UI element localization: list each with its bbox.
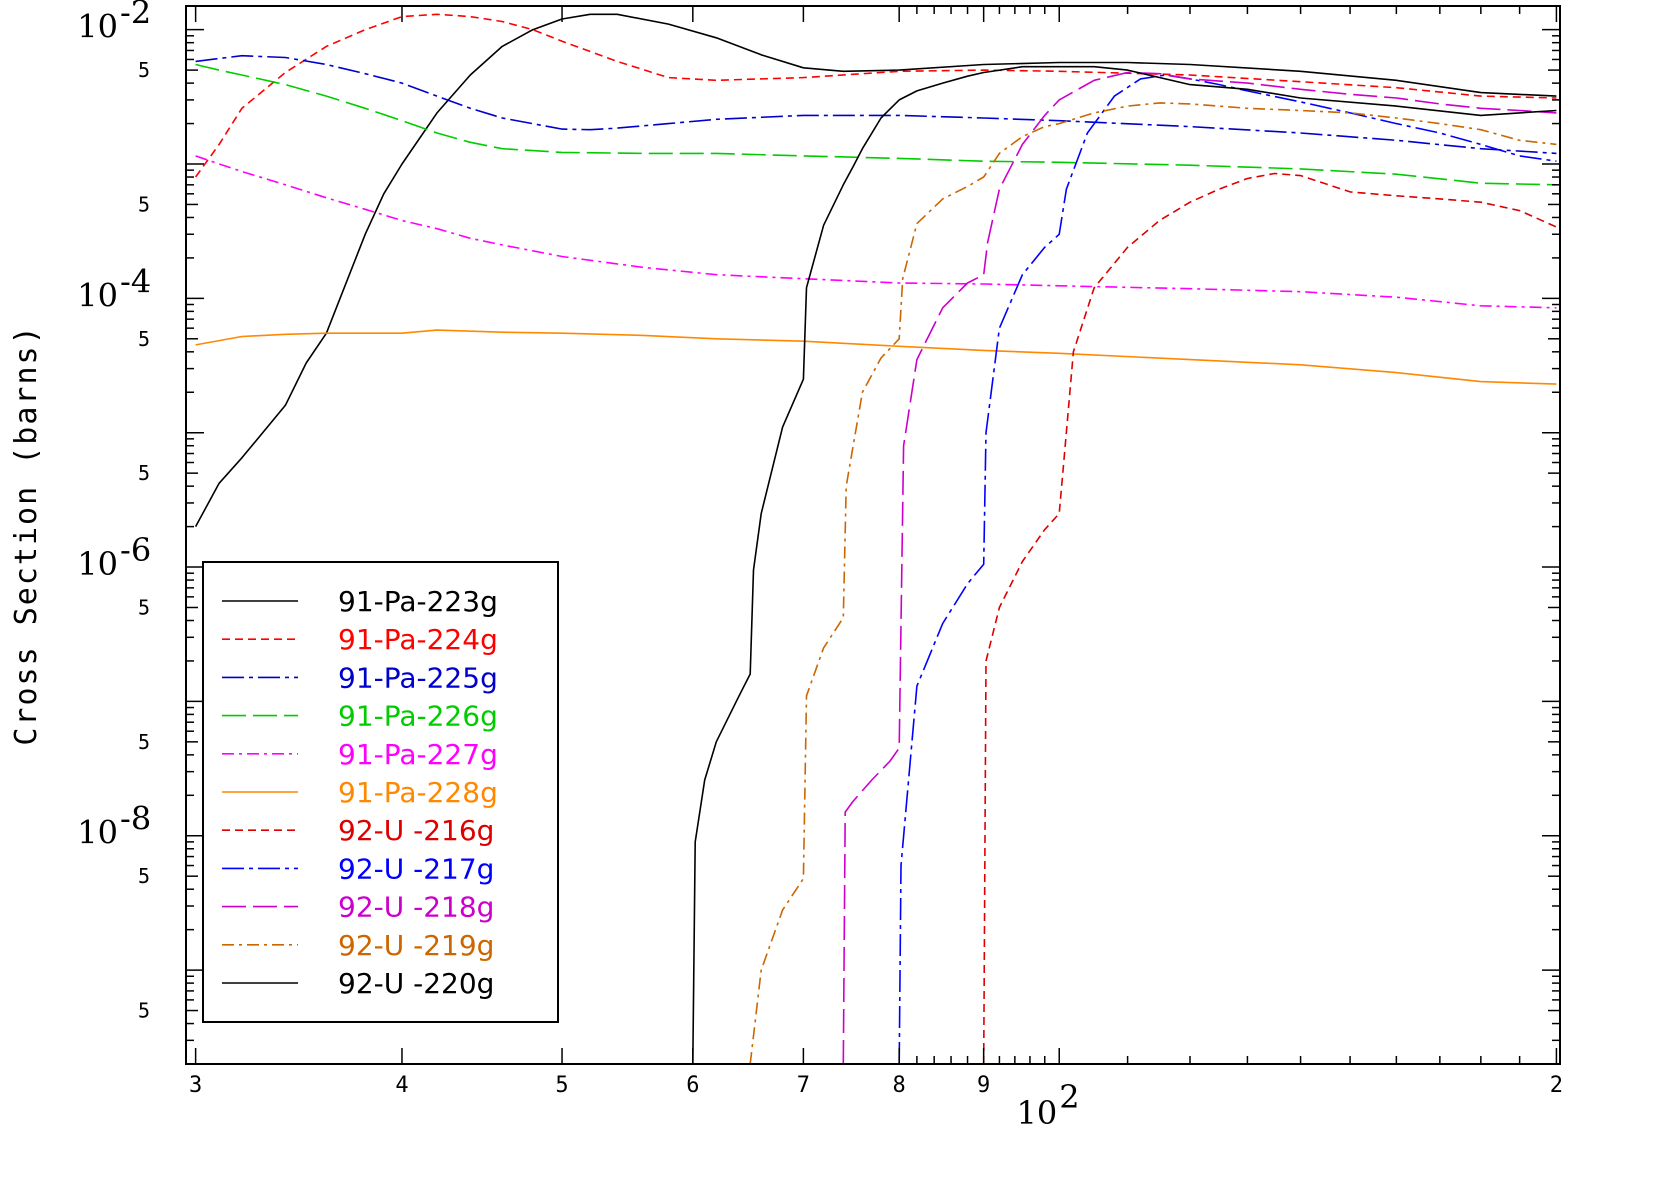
y-tick-label: 5 [138, 595, 150, 619]
x-tick-label: 2 [1550, 1073, 1563, 1098]
x-tick-label: 7 [797, 1073, 810, 1098]
series-line-10 [749, 102, 1557, 1064]
legend-label: 91-Pa-228g [338, 776, 498, 809]
x-tick-label: 4 [395, 1073, 408, 1098]
x-tick-label: 5 [555, 1073, 568, 1098]
y-axis-title: Cross Section (barns) [9, 324, 44, 745]
series-layer [194, 13, 1557, 1064]
legend-label: 92-U -216g [338, 814, 494, 847]
x-tick-label: 9 [977, 1073, 990, 1098]
x-decade-label-base: 10 [1017, 1094, 1058, 1132]
legend-label: 91-Pa-226g [338, 700, 498, 733]
y-tick-label: 5 [138, 461, 150, 485]
legend-label: 91-Pa-227g [338, 738, 498, 771]
y-decade-label-base: 10 [77, 276, 118, 314]
y-decade-label-exponent: -6 [120, 531, 151, 569]
series-line-6 [195, 329, 1557, 385]
y-decade-label-base: 10 [77, 814, 118, 852]
x-tick-label: 8 [893, 1073, 906, 1098]
series-line-3 [195, 54, 1557, 155]
legend-label: 91-Pa-225g [338, 661, 498, 694]
series-line-2 [194, 13, 1557, 178]
y-decade-label-exponent: -4 [120, 262, 151, 300]
legend-label: 91-Pa-224g [338, 623, 498, 656]
legend: 91-Pa-223g 91-Pa-224g 91-Pa-225g 91-Pa-226g… [202, 561, 559, 1023]
y-tick-label: 5 [138, 730, 150, 754]
y-decade-label-exponent: -8 [120, 800, 151, 838]
y-decade-label-base: 10 [77, 8, 118, 46]
series-line-7 [982, 172, 1557, 1064]
legend-label: 92-U -218g [338, 891, 494, 924]
series-line-11 [692, 65, 1557, 1064]
y-tick-label: 5 [138, 192, 150, 216]
legend-label: 92-U -217g [338, 852, 494, 885]
x-tick-label: 6 [686, 1073, 699, 1098]
y-tick-label: 5 [138, 327, 150, 351]
legend-label: 91-Pa-223g [338, 585, 498, 618]
y-decade-label-exponent: -2 [120, 0, 151, 32]
legend-label: 92-U -219g [338, 929, 494, 962]
y-tick-label: 5 [138, 999, 150, 1023]
legend-label: 92-U -220g [338, 967, 494, 1000]
y-tick-label: 5 [138, 864, 150, 888]
x-tick-label: 3 [189, 1073, 202, 1098]
series-line-4 [195, 63, 1557, 186]
x-decade-label-exponent: 2 [1059, 1078, 1079, 1116]
plot-frame [185, 5, 1561, 1065]
y-decade-label-base: 10 [77, 545, 118, 583]
y-tick-label: 5 [138, 58, 150, 82]
series-line-8 [898, 74, 1557, 1064]
series-line-9 [842, 71, 1557, 1064]
series-line-1 [194, 13, 1557, 527]
